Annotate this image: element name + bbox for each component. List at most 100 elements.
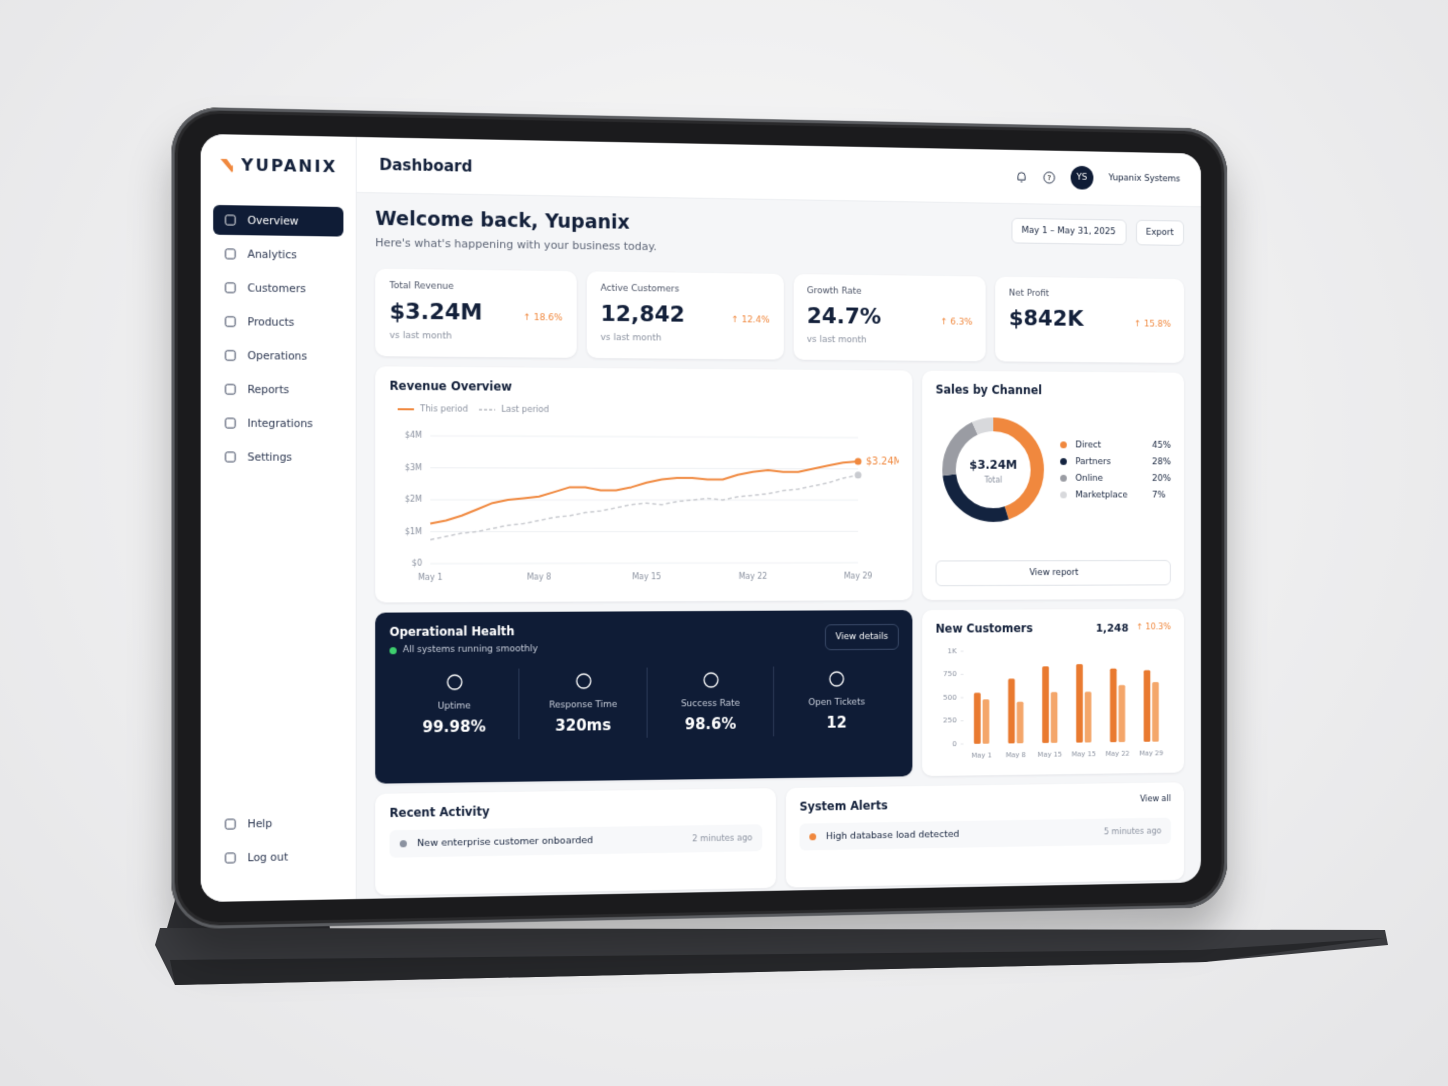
ops-card: Operational Health All systems running s…	[375, 610, 913, 784]
bar	[982, 699, 990, 744]
nav-item[interactable]: Operations	[213, 340, 343, 371]
kpi-label: Active Customers	[600, 283, 680, 295]
end-point	[854, 457, 862, 465]
bar	[1050, 692, 1058, 743]
metric-value: 99.98%	[422, 717, 486, 737]
nav-list: Overview Analytics Customers Products Operat…	[201, 204, 356, 472]
donut-center-label: Total	[983, 476, 1002, 485]
metric-icon-shape	[830, 672, 844, 686]
nav-icon-shape	[226, 283, 236, 293]
nav-label: Overview	[247, 214, 299, 228]
metric-icon	[574, 672, 592, 690]
welcome-actions: May 1 – May 31, 2025 Export	[1011, 217, 1185, 246]
kpi-note: vs last month	[600, 332, 662, 344]
view-report-button[interactable]: View report	[935, 559, 1171, 587]
nav-item[interactable]: Overview	[213, 204, 344, 237]
item-text: High database load detected	[825, 828, 960, 843]
grid-line	[430, 436, 858, 438]
nav-icon-shape	[226, 418, 236, 428]
nav-item[interactable]: Help	[213, 808, 343, 840]
list-item: High database load detected 5 minutes ago	[799, 817, 1171, 851]
nav-item[interactable]: Integrations	[213, 408, 343, 438]
metric-value: 320ms	[555, 716, 612, 735]
revenue-card: Revenue Overview This period Last period $…	[375, 366, 913, 603]
welcome-title: Welcome back, Yupanix	[375, 207, 630, 234]
avatar[interactable]: YS	[1070, 165, 1094, 190]
help-icon[interactable]: ?	[1043, 171, 1055, 184]
system-alerts-title: System Alerts	[799, 798, 888, 814]
y-tick-label: $3M	[405, 463, 422, 472]
nav-icon-shape	[226, 215, 236, 225]
new-customers-chart: 0 250 500 750 1K May 1 May 8 May 15 May 15 May 22…	[943, 646, 1163, 760]
welcome-text: Welcome back, Yupanix Here's what's happ…	[375, 208, 657, 254]
kpi-label: Total Revenue	[389, 281, 454, 292]
metric-icon-shape	[447, 675, 461, 689]
legend-dot	[1060, 441, 1067, 449]
nav-footer: Help Log out	[201, 803, 356, 877]
legend-label: Last period	[501, 405, 549, 415]
y-tick-label: 250	[943, 716, 957, 725]
bell-icon[interactable]	[1015, 170, 1027, 183]
kpi-change: ↑ 6.3%	[940, 317, 973, 328]
x-tick-label: May 15	[1072, 749, 1096, 758]
nav-icon	[224, 416, 238, 429]
ops-metrics: Uptime 99.98% Response Time 320ms Success Ra…	[389, 666, 899, 741]
nav-item[interactable]: Analytics	[213, 239, 343, 270]
nav-icon	[224, 349, 238, 362]
metric-icon-shape	[702, 672, 719, 688]
nav-item[interactable]: Customers	[213, 273, 343, 304]
x-tick-label: May 22	[739, 572, 768, 581]
nav-label: Customers	[247, 281, 306, 295]
logo[interactable]: YUPANIX	[201, 134, 356, 203]
grid-line	[430, 563, 858, 564]
page-title: Dashboard	[379, 155, 473, 176]
nav-icon	[224, 213, 238, 227]
legend-value: 7%	[1152, 490, 1166, 500]
kpi-note: vs last month	[806, 334, 867, 346]
nav-item[interactable]: Settings	[213, 442, 343, 472]
item-time: 2 minutes ago	[692, 832, 753, 844]
nav-icon	[224, 817, 238, 831]
kpi-label: Net Profit	[1008, 288, 1050, 299]
x-tick-label: May 1	[971, 751, 991, 760]
nav-item[interactable]: Reports	[213, 374, 343, 405]
date-range[interactable]: May 1 – May 31, 2025	[1011, 217, 1127, 246]
nav-label: Reports	[247, 383, 290, 396]
kpi-change: ↑ 12.4%	[731, 315, 770, 326]
x-tick-label: May 22	[1105, 749, 1129, 758]
welcome-subtitle: Here's what's happening with your busine…	[375, 236, 657, 254]
nav-label: Integrations	[247, 417, 313, 430]
nav-label: Analytics	[247, 248, 297, 261]
x-tick-label: May 8	[527, 573, 551, 582]
nav-icon	[224, 247, 238, 261]
ops-heading: Operational Health All systems running s…	[389, 624, 538, 655]
nav-item[interactable]: Log out	[213, 841, 343, 873]
new-customers-change: ↑ 10.3%	[1136, 622, 1171, 633]
ops-row: Operational Health All systems running s…	[375, 608, 1185, 784]
view-all-link[interactable]: View all	[1139, 794, 1171, 805]
end-point	[854, 471, 862, 479]
brand-name: YUPANIX	[241, 155, 338, 177]
alerts-head: System Alerts View all	[800, 794, 1171, 813]
kpi-row: Total Revenue $3.24M ↑ 18.6% vs last month A…	[375, 268, 1185, 363]
legend-dot	[1060, 474, 1067, 482]
export-button[interactable]: Export	[1135, 219, 1185, 246]
kpi-change: ↑ 15.8%	[1134, 319, 1171, 330]
metric-label: Uptime	[437, 701, 471, 712]
y-tick-label: $1M	[405, 527, 422, 536]
metric-icon	[828, 670, 846, 688]
user-name[interactable]: Yupanix Systems	[1108, 173, 1181, 185]
nav-item[interactable]: Products	[213, 307, 343, 338]
item-time: 5 minutes ago	[1103, 826, 1162, 837]
header: Dashboard ? YS Yupanix Systems	[356, 136, 1201, 208]
content: Welcome back, Yupanix Here's what's happ…	[357, 193, 1201, 902]
metric-label: Open Tickets	[808, 697, 865, 709]
metric-value: 98.6%	[684, 714, 737, 734]
bar	[1076, 664, 1083, 743]
view-details-button[interactable]: View details	[824, 623, 899, 651]
bar	[1118, 685, 1126, 743]
export-text: Export	[1145, 227, 1174, 238]
kpi-card: Active Customers 12,842 ↑ 12.4% vs last mon…	[586, 271, 784, 360]
